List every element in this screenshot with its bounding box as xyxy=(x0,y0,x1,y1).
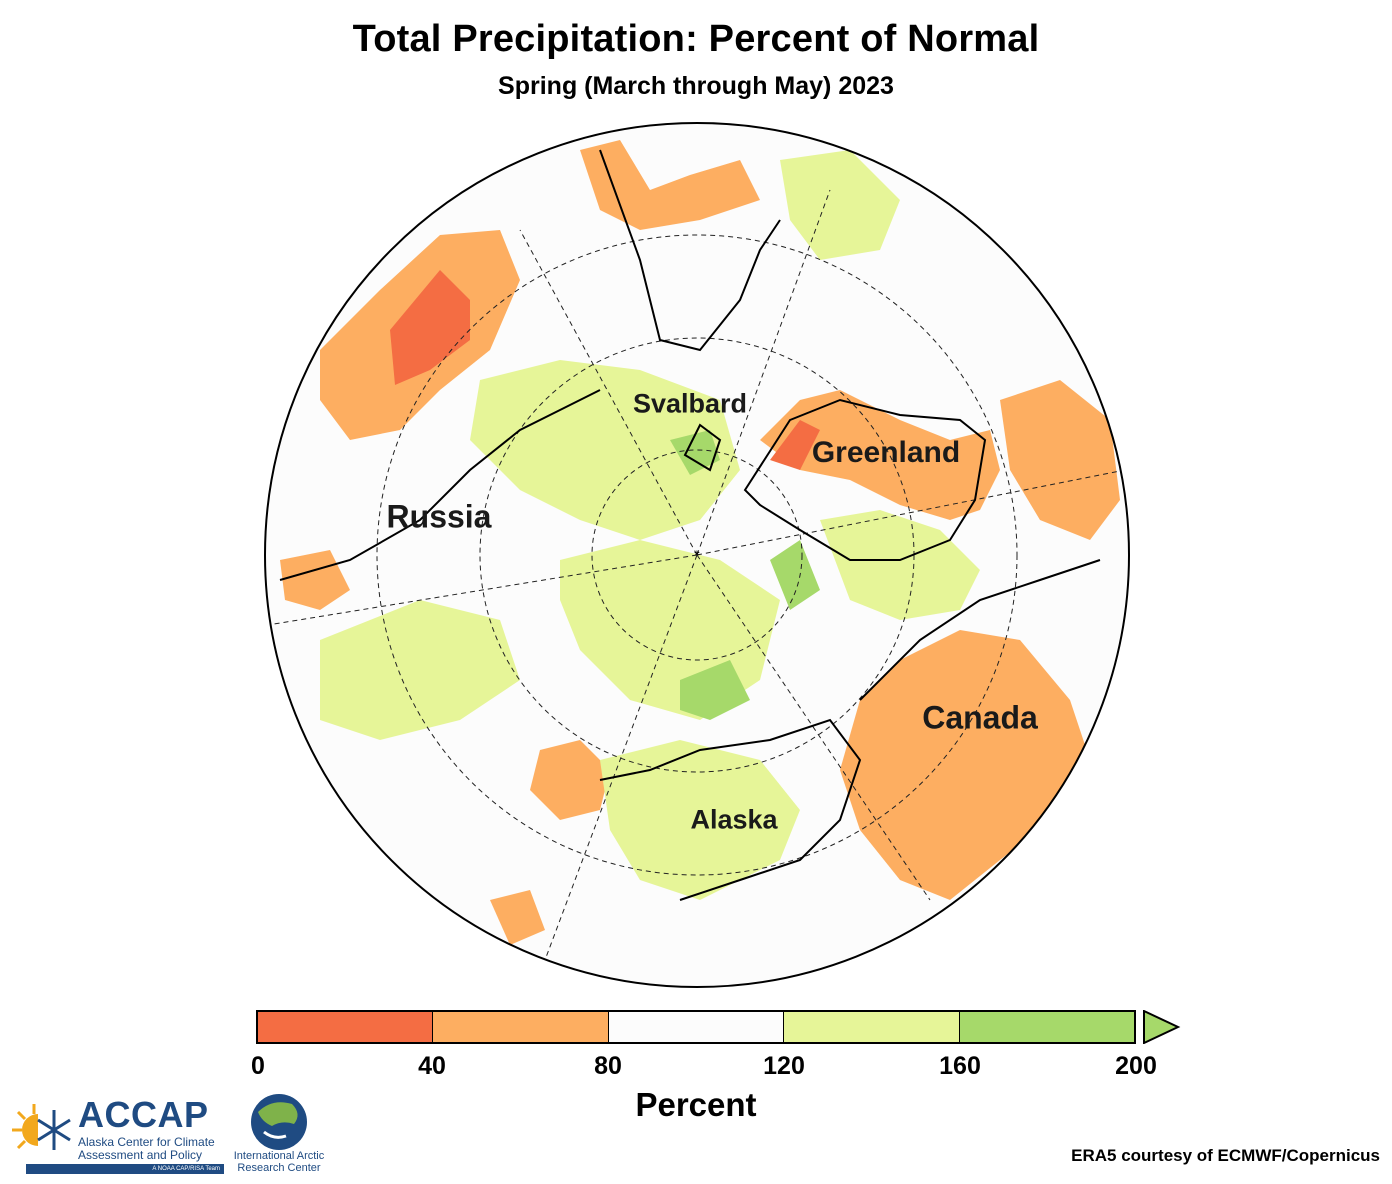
wet-patch-alaska xyxy=(600,740,800,900)
russia-coast xyxy=(279,389,601,581)
label-greenland: Greenland xyxy=(811,436,961,469)
wet-patch-kara xyxy=(470,360,740,540)
svalbard-coast xyxy=(683,423,722,472)
sun-snowflake-icon xyxy=(12,1104,71,1150)
dry-patch-greenland-east xyxy=(760,390,1000,520)
colorbar xyxy=(256,1010,1136,1044)
colorbar-tick: 200 xyxy=(1115,1052,1157,1080)
iarc-logo: International Arctic Research Center xyxy=(220,1092,338,1184)
very-wet-patch-svalbard xyxy=(670,430,720,475)
globe-icon xyxy=(251,1094,307,1150)
wet-patch-siberia xyxy=(320,600,520,740)
very-wet-patch-archipelago xyxy=(770,540,820,610)
label-canada: Canada xyxy=(922,699,1038,736)
accap-logo: ACCAP Alaska Center for Climate Assessme… xyxy=(10,1094,225,1176)
colorbar-bin-2 xyxy=(608,1012,785,1042)
accap-subtitle: Alaska Center for Climate Assessment and… xyxy=(78,1135,215,1162)
colorbar-tick: 80 xyxy=(594,1052,622,1080)
colorbar-tick: 160 xyxy=(939,1052,981,1080)
colorbar-tick: 0 xyxy=(251,1052,265,1080)
map-border xyxy=(264,122,1130,988)
polar-map: * xyxy=(264,122,1130,988)
canada-coast xyxy=(859,559,1101,701)
colorbar-bin-3 xyxy=(784,1012,960,1042)
alaska-coast xyxy=(599,718,862,901)
greenland-coast xyxy=(743,398,987,561)
very-wet-patch-arctic xyxy=(680,660,750,720)
colorbar-extend-arrow xyxy=(1143,1010,1181,1044)
map-subtitle: Spring (March through May) 2023 xyxy=(498,72,894,100)
colorbar-bin-1 xyxy=(433,1012,609,1042)
very-dry-patch-russia xyxy=(390,270,470,385)
label-svalbard: Svalbard xyxy=(632,388,748,419)
dry-patch-atlantic xyxy=(1000,380,1120,540)
precip-field xyxy=(280,140,1120,945)
dry-patch-alaska-west xyxy=(530,740,610,820)
north-pole-marker: * xyxy=(694,547,700,563)
coastlines xyxy=(279,149,1101,901)
scandinavia-coast xyxy=(599,149,781,352)
data-credit: ERA5 courtesy of ECMWF/Copernicus xyxy=(1071,1146,1380,1165)
label-russia: Russia xyxy=(386,498,492,535)
very-dry-patch-greenland xyxy=(770,420,820,470)
colorbar-tick: 40 xyxy=(418,1052,446,1080)
dry-patch-bering xyxy=(490,890,545,945)
label-alaska: Alaska xyxy=(690,804,778,835)
dry-patch-scandinavia xyxy=(580,140,760,230)
wet-patch-greenland-west xyxy=(820,510,980,620)
accap-name: ACCAP xyxy=(78,1094,209,1135)
colorbar-bin-4 xyxy=(959,1012,1135,1042)
iarc-name: International Arctic Research Center xyxy=(233,1150,325,1174)
colorbar-label: Percent xyxy=(635,1086,757,1123)
colorbar-bin-0 xyxy=(258,1012,434,1042)
colorbar-tick: 120 xyxy=(763,1052,805,1080)
map-title: Total Precipitation: Percent of Normal xyxy=(352,18,1040,60)
accap-tagline: A NOAA CAP/RISA Team xyxy=(26,1164,224,1174)
wet-patch-norway-sea xyxy=(780,150,900,260)
